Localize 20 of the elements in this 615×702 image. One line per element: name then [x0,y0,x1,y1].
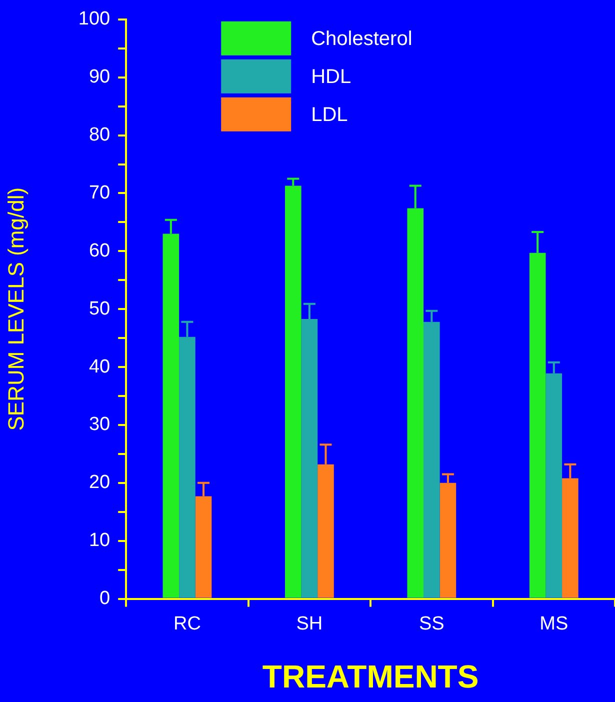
y-tick-label: 20 [88,472,110,494]
y-tick-label: 40 [88,356,110,378]
y-tick-label: 90 [88,66,110,88]
y-tick-label: 10 [88,530,110,552]
y-tick-label: 60 [88,240,110,262]
legend-label: LDL [311,104,348,126]
y-axis-title: SERUM LEVELS (mg/dl) [3,187,28,431]
x-tick-label: MS [540,613,568,634]
y-tick-label: 80 [88,124,110,146]
y-tick-label: 100 [78,8,110,30]
x-tick-label: SH [296,613,323,634]
x-axis-title: TREATMENTS [262,658,479,695]
x-tick-label: SS [418,613,444,634]
y-tick-label: 50 [88,298,110,320]
legend-label: HDL [311,66,352,88]
y-tick-label: 30 [88,414,110,436]
y-tick-label: 0 [100,588,110,610]
legend-label: Cholesterol [311,28,412,50]
y-tick-label: 70 [88,182,110,204]
x-tick-label: RC [173,613,201,634]
